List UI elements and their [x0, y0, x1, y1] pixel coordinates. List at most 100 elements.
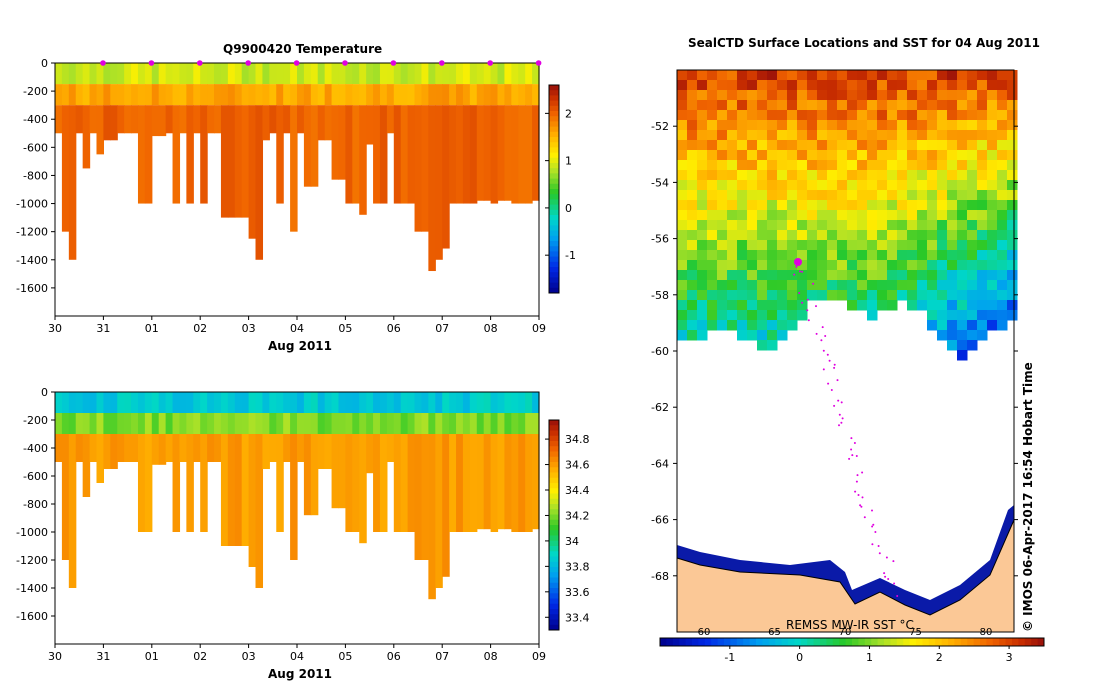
salinity-cell — [214, 413, 222, 434]
sst-cell — [767, 220, 778, 231]
sst-cell — [877, 270, 888, 281]
sst-cell — [977, 120, 988, 131]
sst-cell — [847, 210, 858, 221]
sst-cell — [957, 70, 968, 81]
salinity-cell — [103, 392, 111, 413]
sst-cell — [927, 170, 938, 181]
sst-cell — [977, 80, 988, 91]
sst-cell — [897, 120, 908, 131]
seal-track-point — [841, 417, 844, 420]
sst-cell — [827, 100, 838, 111]
sst-cell — [707, 180, 718, 191]
sst-cell — [767, 80, 778, 91]
sst-cell — [887, 230, 898, 241]
salinity-cell — [137, 434, 146, 532]
sst-colorbar-segment — [954, 638, 962, 646]
temperature-cell — [131, 84, 139, 106]
sst-colorbar-segment — [871, 638, 879, 646]
sst-cell — [747, 290, 758, 301]
salinity-cell — [407, 434, 416, 532]
sst-cell — [757, 200, 768, 211]
temperature-cell — [483, 105, 492, 201]
sst-cell — [927, 110, 938, 121]
salinity-cell — [400, 413, 409, 434]
salinity-cell — [359, 392, 367, 413]
temperature-cell — [193, 105, 201, 134]
temperature-colorbar-tick-label: 0 — [565, 202, 572, 215]
sst-cell — [957, 310, 968, 321]
sst-cell — [907, 80, 918, 91]
sst-cell — [907, 290, 918, 301]
sst-cell — [757, 210, 768, 221]
salinity-cell — [186, 392, 194, 413]
temperature-cell — [352, 105, 360, 204]
sst-cell — [787, 310, 798, 321]
sst-cell — [677, 230, 688, 241]
temperature-cell — [269, 63, 277, 85]
salinity-cell — [144, 434, 153, 532]
sst-cell — [777, 260, 788, 271]
temperature-cell — [55, 105, 63, 134]
sst-cell — [687, 70, 698, 81]
sst-cell — [817, 190, 828, 201]
salinity-cell — [207, 413, 215, 434]
salinity-cell — [241, 434, 250, 546]
sst-cell — [807, 80, 818, 91]
sst-cell — [747, 300, 758, 311]
sst-cell — [797, 250, 808, 261]
sst-cell — [977, 240, 988, 251]
sst-cell — [867, 260, 878, 271]
salinity-y-tick-label: -1400 — [16, 582, 48, 595]
sst-cell — [787, 110, 798, 121]
sst-cell — [767, 280, 778, 291]
salinity-cell — [96, 392, 104, 413]
temperature-cell — [220, 105, 229, 218]
sst-cell — [917, 230, 928, 241]
sst-cell — [997, 110, 1008, 121]
temperature-cell — [248, 84, 257, 106]
temperature-cell — [497, 84, 506, 106]
temperature-colorbar-segment — [549, 105, 559, 112]
temperature-colorbar-segment — [549, 126, 559, 133]
sst-cell — [737, 120, 748, 131]
sst-cell — [917, 200, 928, 211]
salinity-colorbar-tick-label: 34 — [565, 535, 579, 548]
sst-cell — [707, 210, 718, 221]
sst-cell — [707, 140, 718, 151]
salinity-cell — [262, 392, 270, 413]
sst-cell — [867, 230, 878, 241]
temperature-cell — [490, 63, 499, 85]
temperature-cell — [103, 105, 111, 141]
temperature-colorbar-segment — [549, 194, 559, 200]
sst-cell — [707, 200, 718, 211]
sst-cell — [767, 200, 778, 211]
salinity-colorbar-segment — [549, 493, 559, 500]
sst-cell — [847, 110, 858, 121]
sst-cell — [737, 140, 748, 151]
sst-cell — [837, 160, 848, 171]
sst-cell — [947, 110, 958, 121]
salinity-cell — [179, 392, 187, 413]
sst-cell — [927, 120, 938, 131]
sst-colorbar-segment — [813, 638, 821, 646]
temperature-cell — [456, 105, 464, 204]
salinity-colorbar-segment — [549, 624, 559, 631]
seal-track-point — [826, 353, 829, 356]
sst-cell — [977, 200, 988, 211]
sst-cell — [717, 200, 728, 211]
temperature-cell — [393, 63, 402, 85]
sst-colorbar-segment — [960, 638, 968, 646]
sst-cell — [807, 210, 818, 221]
salinity-cell — [366, 434, 374, 474]
sst-cell — [947, 90, 958, 101]
sst-cell — [987, 310, 998, 321]
salinity-colorbar-segment — [549, 477, 559, 484]
temperature-cell — [172, 63, 181, 85]
sst-cell — [787, 220, 798, 231]
sst-cell — [707, 280, 718, 291]
temperature-cell — [407, 63, 416, 85]
sst-cell — [737, 310, 748, 321]
sst-colorbar-segment — [820, 638, 827, 646]
sst-cell — [717, 260, 728, 271]
sst-cell — [797, 240, 808, 251]
